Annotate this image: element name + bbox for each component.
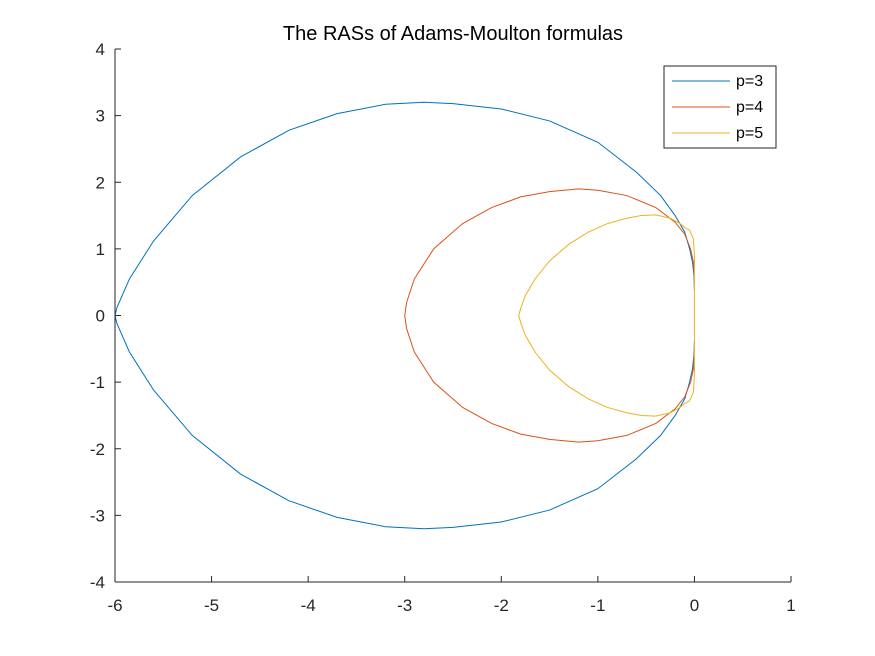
y-tick-label: 4 bbox=[96, 40, 105, 59]
x-tick-label: 0 bbox=[690, 596, 699, 615]
x-tick-label: -3 bbox=[397, 596, 412, 615]
legend: p=3 p=4 p=5 bbox=[663, 65, 777, 149]
x-tick-label: -1 bbox=[590, 596, 605, 615]
y-tick-label: -1 bbox=[90, 373, 105, 392]
y-tick-label: 3 bbox=[96, 107, 105, 126]
x-tick-label: -4 bbox=[301, 596, 316, 615]
legend-label-1: p=3 bbox=[736, 73, 763, 90]
y-tick-label: 2 bbox=[96, 173, 105, 192]
y-tick-label: 0 bbox=[96, 307, 105, 326]
x-tick-label: -5 bbox=[204, 596, 219, 615]
y-axis: 4 3 2 1 0 -1 -2 -3 -4 bbox=[90, 40, 121, 592]
x-axis: -6 -5 -4 -3 -2 -1 0 1 bbox=[107, 576, 796, 615]
y-tick-label: 1 bbox=[96, 240, 105, 259]
x-tick-label: -2 bbox=[494, 596, 509, 615]
x-tick-label: 1 bbox=[786, 596, 795, 615]
y-tick-label: -2 bbox=[90, 440, 105, 459]
series-line-3 bbox=[518, 214, 695, 417]
y-tick-label: -3 bbox=[90, 506, 105, 525]
series-line-2 bbox=[404, 188, 695, 443]
x-tick-label: -6 bbox=[107, 596, 122, 615]
legend-label-2: p=4 bbox=[736, 99, 763, 116]
chart-title: The RASs of Adams-Moulton formulas bbox=[283, 23, 623, 45]
y-tick-label: -4 bbox=[90, 573, 105, 592]
legend-label-3: p=5 bbox=[736, 125, 763, 142]
